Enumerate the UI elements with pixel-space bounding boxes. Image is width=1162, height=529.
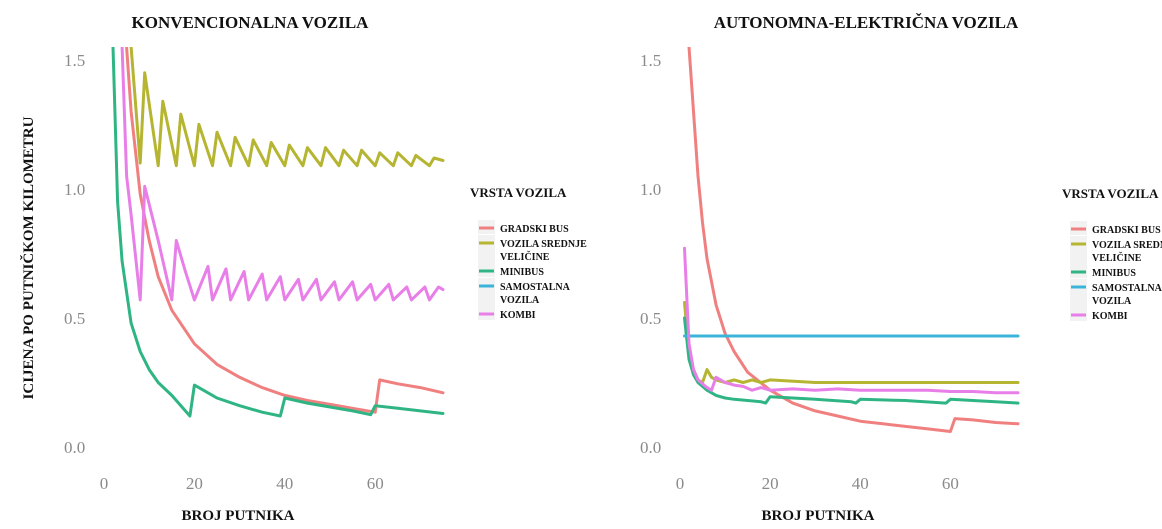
series-line-vozila-srednje-veli-ine [683,301,1020,384]
x-tick-label: 20 [186,474,203,493]
series-line-vozila-srednje-veli-ine [129,47,445,168]
legend-label: SAMOSTALNA [1092,283,1162,294]
y-tick-label: 1.5 [640,51,661,70]
y-tick-label: 0.5 [640,309,661,328]
y-tick-label: 0.0 [640,438,661,457]
y-tick-label: 1.5 [64,51,85,70]
legend-key-bg [478,278,495,309]
chart-title: KONVENCIONALNA VOZILA [132,13,370,32]
legend-key-bg [1070,236,1087,267]
y-tick-label: 0.0 [64,438,85,457]
legend: VRSTA VOZILA GRADSKI BUS VOZILA SREDNJEVEL… [470,185,587,321]
legend-label: VOZILA [1092,296,1132,307]
legend: VRSTA VOZILA GRADSKI BUS VOZILA SREDNJEVEL… [1062,186,1162,322]
y-tick-label: 0.5 [64,309,85,328]
x-tick-label: 0 [100,474,109,493]
legend-key-bg [478,235,495,266]
legend-label: KOMBI [500,310,536,321]
legend-label: GRADSKI BUS [1092,225,1161,236]
series-line-kombi [683,246,1020,395]
legend-label: VELIČINE [500,250,550,263]
legend-label: VOZILA [500,295,540,306]
y-tick-label: 1.0 [64,180,85,199]
x-tick-label: 20 [762,474,779,493]
legend-label: MINIBUS [1092,268,1136,279]
x-axis-label: BROJ PUTNIKA [762,508,875,524]
legend-label: GRADSKI BUS [500,224,569,235]
x-axis-label: BROJ PUTNIKA [182,508,295,524]
plot-area: 0.0 0.5 1.0 1.5 0 20 40 60 [640,47,1020,493]
chart-title: AUTONOMNA-ELEKTRIČNA VOZILA [714,13,1019,32]
legend-label: KOMBI [1092,311,1128,322]
series-line-kombi [120,47,445,302]
legend-label: VOZILA SREDNJE [1092,240,1162,251]
x-tick-label: 60 [367,474,384,493]
legend-label: SAMOSTALNA [500,282,571,293]
panel-conventional: KONVENCIONALNA VOZILA BROJ PUTNIKA 0.00.… [64,13,587,524]
legend-label: VELIČINE [1092,251,1142,264]
x-tick-label: 60 [942,474,959,493]
legend-key-bg [1070,279,1087,310]
legend-title: VRSTA VOZILA [470,185,567,200]
series-line-gradski-bus [125,47,445,414]
legend-label: MINIBUS [500,267,544,278]
x-tick-label: 40 [852,474,869,493]
legend-label: VOZILA SREDNJE [500,239,587,250]
y-tick-label: 1.0 [640,180,661,199]
x-tick-label: 40 [276,474,293,493]
y-axis-label: ICIJENA PO PUTNIČKOM KILOMETRU [20,116,37,399]
panel-autonomous-electric: AUTONOMNA-ELEKTRIČNA VOZILA BROJ PUTNIKA… [640,13,1162,524]
legend-title: VRSTA VOZILA [1062,186,1159,201]
series-line-gradski-bus [687,47,1020,433]
series-line-minibus [683,316,1020,405]
x-tick-label: 0 [676,474,685,493]
plot-area: 0.0 0.5 1.0 1.5 0 20 40 60 [64,47,445,493]
series-line-minibus [111,47,445,418]
